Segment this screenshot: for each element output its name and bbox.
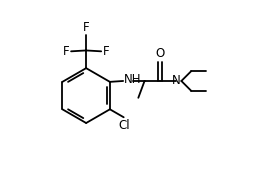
- Text: Cl: Cl: [119, 119, 130, 132]
- Text: F: F: [103, 45, 109, 58]
- Text: F: F: [63, 45, 70, 58]
- Text: F: F: [83, 21, 89, 34]
- Text: NH: NH: [124, 73, 141, 86]
- Text: N: N: [172, 74, 181, 87]
- Text: O: O: [155, 47, 165, 60]
